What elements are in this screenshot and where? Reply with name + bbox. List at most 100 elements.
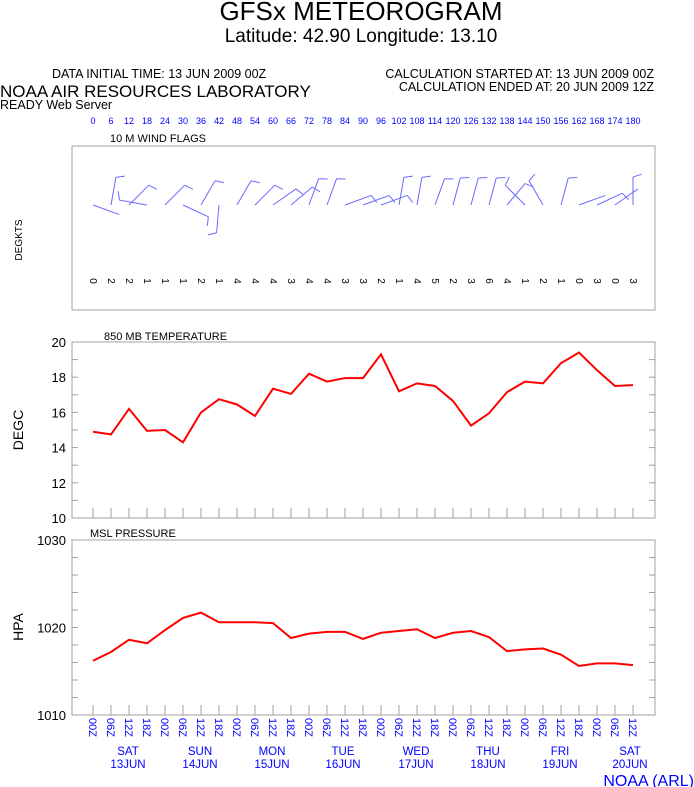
wind-barb-shaft [614,188,639,206]
utc-label: 06Z [320,718,332,737]
panel-frame-0 [71,145,656,311]
wind-barb-flag [388,195,396,203]
day-label: THU [476,746,500,758]
chart-title: GFSx METEOROGRAM [219,0,502,26]
hour-label: 90 [358,116,368,126]
wind-speed-label: 4 [231,278,242,284]
day-label: TUE [332,746,355,758]
wind-barb-shaft [452,177,461,206]
wind-barb-flag [207,232,217,236]
temp-panel-title: 850 MB TEMPERATURE [104,331,227,343]
wind-speed-label: 3 [357,278,368,284]
temperature-line [92,351,634,444]
date-label: 15JUN [254,759,289,771]
wind-barb-shaft [504,184,526,206]
wind-barb-flag [274,184,284,190]
utc-label: 06Z [248,718,260,737]
utc-label: 06Z [464,718,476,737]
utc-label: 12Z [554,718,566,737]
wind-barb-flag [312,186,321,193]
panel-frame-2 [71,539,656,716]
hour-label: 48 [232,116,242,126]
wind-barb-flag [632,173,642,178]
wind-barb-shaft [254,184,276,206]
wind-barb-shaft [528,180,544,206]
wind-speed-label: 0 [573,278,584,284]
utc-label: 12Z [338,718,350,737]
utc-label: 18Z [284,718,296,737]
utc-label: 06Z [104,718,116,737]
wind-speed-label: 5 [429,278,440,284]
wind-speed-label: 1 [177,278,188,284]
utc-label: 00Z [302,718,314,737]
hour-label: 180 [625,116,640,126]
hour-label: 84 [340,116,350,126]
wind-barb-flag [250,180,260,184]
hour-label: 138 [499,116,514,126]
hour-label: 30 [178,116,188,126]
wind-barb-shaft [164,184,186,206]
wind-barb-flag [148,184,158,190]
hour-label: 18 [142,116,152,126]
wind-barb-shaft [560,177,569,206]
hour-label: 60 [268,116,278,126]
wind-barb-flag [214,180,224,184]
hour-label: 36 [196,116,206,126]
wind-barb-shaft [119,199,148,206]
wind-barb-shaft [308,178,320,206]
wind-barb-shaft [216,204,220,233]
utc-label: 00Z [374,718,386,737]
utc-label: 18Z [140,718,152,737]
hour-label: 156 [553,116,568,126]
wind-speed-label: 2 [537,278,548,284]
wind-barb-shaft [434,178,446,206]
wind-speed-label: 4 [267,278,278,284]
wind-barb-shaft [200,180,216,206]
utc-label: 18Z [500,718,512,737]
utc-label: 18Z [572,718,584,737]
hour-label: 108 [409,116,424,126]
wind-barb-shaft [272,188,297,206]
y-tick-label: 14 [52,441,66,456]
wind-speed-label: 2 [375,278,386,284]
hour-label: 162 [571,116,586,126]
day-label: WED [403,746,430,758]
wind-barb-shaft [290,186,313,206]
hour-label: 42 [214,116,224,126]
wind-barb-shaft [398,177,405,206]
date-label: 16JUN [325,759,360,771]
utc-label: 00Z [518,718,530,737]
utc-label: 12Z [194,718,206,737]
utc-label: 06Z [176,718,188,737]
wind-barb-flag [421,175,431,178]
wind-speed-label: 4 [249,278,260,284]
utc-label: 06Z [392,718,404,737]
wind-barb-shaft [488,177,497,206]
wind-barb-flag [403,175,413,178]
temp-ylabel: DEGC [10,410,26,450]
wind-barb-shaft [92,204,120,216]
wind-speed-label: 4 [303,278,314,284]
pressure-ylabel: HPA [10,612,26,640]
utc-label: 00Z [158,718,170,737]
wind-speed-label: 2 [195,278,206,284]
hour-label: 24 [160,116,170,126]
org-name: NOAA AIR RESOURCES LABORATORY [0,82,311,101]
wind-speed-label: 2 [123,278,134,284]
hour-label: 168 [589,116,604,126]
hour-label: 66 [286,116,296,126]
wind-speed-label: 2 [447,278,458,284]
utc-label: 06Z [608,718,620,737]
utc-label: 18Z [212,718,224,737]
y-tick-label: 1030 [37,533,66,548]
wind-barb-shaft [362,194,390,206]
calc-ended: CALCULATION ENDED AT: 20 JUN 2009 12Z [399,80,655,94]
wind-barb-shaft [128,184,150,206]
day-label: FRI [551,746,570,758]
data-initial-time: DATA INITIAL TIME: 13 JUN 2009 00Z [52,67,267,81]
wind-barb-flag [115,175,125,178]
day-label: SAT [117,746,139,758]
date-label: 20JUN [612,759,647,771]
wind-barb-shaft [506,183,526,206]
